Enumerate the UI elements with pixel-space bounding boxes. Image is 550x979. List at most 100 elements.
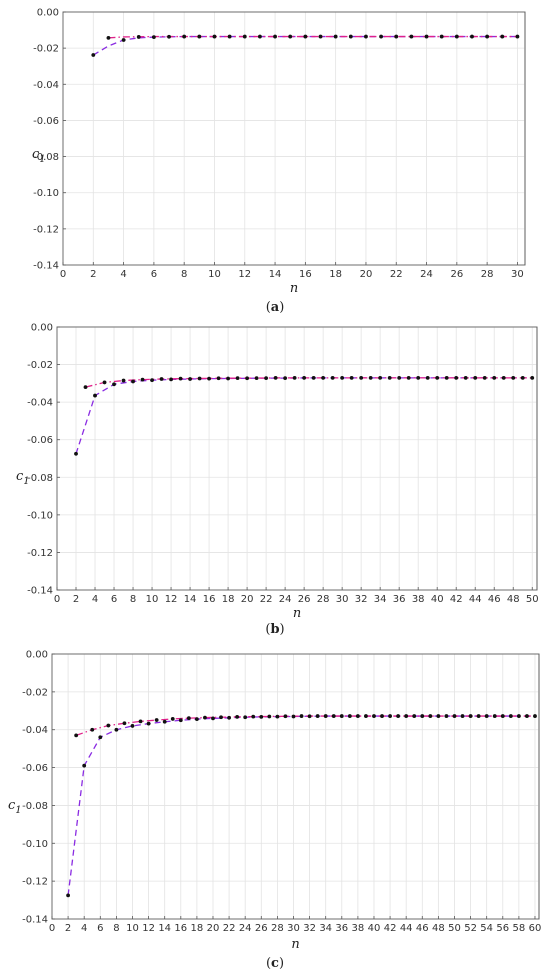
x-tick-label: 28 <box>271 923 284 934</box>
data-point <box>275 714 280 719</box>
data-point <box>435 376 440 380</box>
y-tick-label: -0.12 <box>33 224 59 235</box>
data-point <box>485 34 490 39</box>
x-tick-label: 20 <box>207 923 220 934</box>
x-tick-label: 0 <box>60 269 66 280</box>
x-tick-label: 10 <box>146 594 159 605</box>
x-tick-label: 16 <box>203 594 216 605</box>
data-point <box>159 377 164 381</box>
data-point <box>330 376 335 380</box>
data-point <box>307 714 312 719</box>
x-tick-label: 12 <box>142 923 155 934</box>
data-point <box>264 376 269 380</box>
x-tick-label: 34 <box>374 594 387 605</box>
x-tick-label: 30 <box>336 594 349 605</box>
data-point <box>106 35 111 40</box>
x-tick-label: 22 <box>223 923 236 934</box>
chart-b: 0 2 4 6 8 10 12 14 16 18 20 22 24 26 28 30 32 34 36 38 40 42 4… <box>16 323 539 621</box>
data-point <box>468 714 473 718</box>
x-tick-label: 16 <box>174 923 187 934</box>
data-point <box>212 34 217 39</box>
data-point <box>397 376 402 380</box>
plot-area <box>56 326 538 591</box>
x-tick-label: 20 <box>360 269 373 280</box>
x-axis-label: n <box>290 281 298 296</box>
data-point <box>74 451 78 456</box>
data-point <box>364 34 368 39</box>
data-point <box>106 723 111 728</box>
data-point <box>463 376 468 380</box>
y-tick-label: -0.12 <box>27 548 53 559</box>
x-tick-label: 2 <box>73 594 79 605</box>
x-tick-label: 22 <box>390 269 403 280</box>
x-tick-label: 14 <box>158 923 171 934</box>
y-tick-label: 0.00 <box>31 323 53 334</box>
data-point <box>245 376 249 381</box>
data-point <box>436 714 441 718</box>
x-tick-label: 36 <box>393 594 406 605</box>
data-point <box>74 733 79 738</box>
data-point <box>273 376 278 380</box>
x-tick-label: 28 <box>481 269 494 280</box>
data-point <box>170 717 175 721</box>
data-point <box>349 376 354 380</box>
data-point <box>178 376 183 381</box>
data-point <box>303 34 308 39</box>
x-tick-label: 4 <box>92 594 98 605</box>
y-tick-label: -0.08 <box>22 801 48 812</box>
y-tick-label: -0.14 <box>27 586 53 597</box>
data-point <box>372 714 376 718</box>
data-point <box>315 714 320 718</box>
chart-panel-c: 0 2 4 6 8 10 12 14 16 18 20 22 24 26 28 30 32 34 36 38 40 42 4… <box>0 645 550 979</box>
x-tick-label: 6 <box>97 923 103 934</box>
x-tick-label: 34 <box>319 923 332 934</box>
x-tick-label: 26 <box>450 269 463 280</box>
x-tick-label: 50 <box>526 594 539 605</box>
caption-a: (a) <box>265 300 285 315</box>
data-point <box>138 719 143 724</box>
data-point <box>387 376 392 380</box>
data-point <box>412 714 417 718</box>
caption-b: (b) <box>265 622 285 637</box>
x-tick-label: 30 <box>287 923 300 934</box>
data-point <box>242 34 247 39</box>
data-point <box>235 714 240 719</box>
data-point <box>416 376 421 380</box>
x-tick-label: 8 <box>181 269 187 280</box>
data-point <box>292 376 297 380</box>
data-point <box>424 34 429 39</box>
data-point <box>492 376 497 380</box>
x-tick-label: 2 <box>65 923 71 934</box>
y-tick-label: -0.04 <box>27 398 53 409</box>
caption-c: (c) <box>265 956 285 971</box>
x-tick-label: 42 <box>450 594 463 605</box>
x-tick-label: 10 <box>208 269 221 280</box>
x-tick-label: 24 <box>279 594 292 605</box>
y-tick-label: -0.10 <box>33 188 59 199</box>
data-point <box>188 377 192 381</box>
chart-c: 0 2 4 6 8 10 12 14 16 18 20 22 24 26 28 30 32 34 36 38 40 42 4… <box>8 650 541 953</box>
data-point <box>121 38 126 42</box>
x-tick-label: 50 <box>448 923 461 934</box>
data-point <box>167 34 171 39</box>
data-point <box>516 714 521 718</box>
data-point <box>235 376 240 380</box>
x-tick-label: 36 <box>335 923 348 934</box>
data-point <box>333 34 338 39</box>
y-tick-label: -0.08 <box>27 473 53 484</box>
plot-area <box>62 11 526 266</box>
data-point <box>500 34 505 39</box>
data-point <box>178 718 183 723</box>
data-point <box>211 716 215 721</box>
data-point <box>378 376 383 380</box>
data-point <box>98 735 103 740</box>
data-point <box>136 35 141 39</box>
data-point <box>321 376 326 380</box>
data-point <box>254 376 259 380</box>
data-point <box>182 34 187 39</box>
x-tick-label: 6 <box>111 594 117 605</box>
y-tick-label: -0.02 <box>22 687 48 698</box>
x-tick-label: 32 <box>355 594 368 605</box>
data-point <box>291 714 296 719</box>
data-point <box>525 714 529 718</box>
